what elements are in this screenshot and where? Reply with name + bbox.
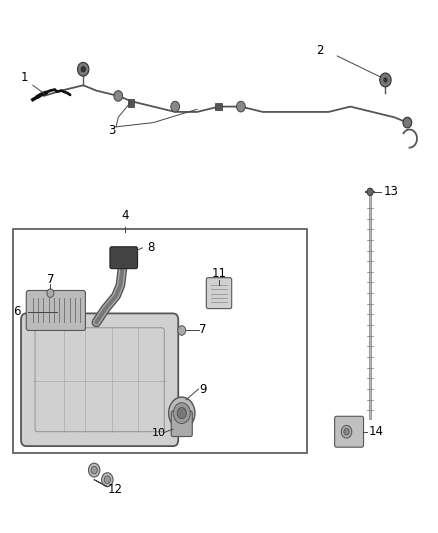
Text: 11: 11	[212, 267, 226, 280]
Text: 13: 13	[383, 185, 398, 198]
Bar	[128, 99, 134, 107]
Circle shape	[380, 73, 391, 87]
Circle shape	[81, 67, 85, 72]
Circle shape	[237, 101, 245, 112]
FancyBboxPatch shape	[110, 247, 138, 269]
Text: 7: 7	[199, 323, 207, 336]
Circle shape	[383, 77, 388, 83]
Circle shape	[102, 473, 113, 487]
FancyBboxPatch shape	[335, 416, 364, 447]
FancyBboxPatch shape	[206, 278, 232, 309]
Circle shape	[344, 429, 349, 435]
Text: 10: 10	[152, 428, 166, 438]
Circle shape	[178, 326, 186, 335]
Text: 12: 12	[107, 483, 122, 496]
Text: 4: 4	[121, 209, 129, 222]
Text: 2: 2	[316, 44, 324, 57]
Circle shape	[367, 188, 373, 196]
Text: 1: 1	[20, 71, 28, 84]
Circle shape	[177, 407, 186, 419]
Text: 9: 9	[199, 383, 207, 395]
Text: 3: 3	[108, 124, 115, 137]
Text: 6: 6	[13, 305, 21, 318]
Circle shape	[91, 466, 97, 474]
Circle shape	[47, 289, 54, 297]
Circle shape	[114, 91, 123, 101]
Circle shape	[403, 117, 412, 128]
Text: 14: 14	[369, 425, 384, 438]
Text: 7: 7	[46, 273, 54, 286]
Circle shape	[88, 463, 100, 477]
Circle shape	[78, 62, 89, 76]
Circle shape	[173, 403, 190, 423]
Bar	[215, 103, 222, 110]
Circle shape	[104, 476, 110, 483]
Circle shape	[341, 425, 352, 438]
Bar	[13, 229, 307, 453]
Circle shape	[171, 101, 180, 112]
Circle shape	[169, 397, 195, 429]
FancyBboxPatch shape	[26, 290, 85, 330]
FancyBboxPatch shape	[171, 411, 192, 437]
Text: 8: 8	[148, 241, 155, 254]
FancyBboxPatch shape	[21, 313, 178, 446]
